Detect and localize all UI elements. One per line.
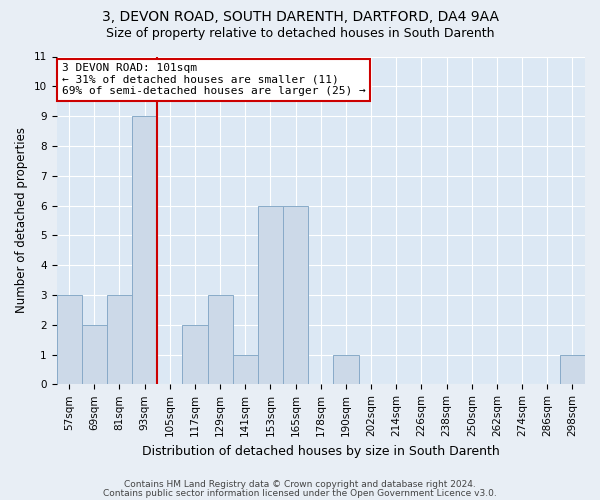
- Text: Contains HM Land Registry data © Crown copyright and database right 2024.: Contains HM Land Registry data © Crown c…: [124, 480, 476, 489]
- Bar: [132, 116, 157, 384]
- Bar: [560, 354, 585, 384]
- Bar: [208, 295, 233, 384]
- Bar: [334, 354, 359, 384]
- Bar: [56, 295, 82, 384]
- Bar: [82, 324, 107, 384]
- Text: 3, DEVON ROAD, SOUTH DARENTH, DARTFORD, DA4 9AA: 3, DEVON ROAD, SOUTH DARENTH, DARTFORD, …: [101, 10, 499, 24]
- Bar: [107, 295, 132, 384]
- Bar: [283, 206, 308, 384]
- Y-axis label: Number of detached properties: Number of detached properties: [15, 128, 28, 314]
- Text: 3 DEVON ROAD: 101sqm
← 31% of detached houses are smaller (11)
69% of semi-detac: 3 DEVON ROAD: 101sqm ← 31% of detached h…: [62, 63, 365, 96]
- Bar: [233, 354, 258, 384]
- Text: Size of property relative to detached houses in South Darenth: Size of property relative to detached ho…: [106, 28, 494, 40]
- Text: Contains public sector information licensed under the Open Government Licence v3: Contains public sector information licen…: [103, 489, 497, 498]
- Bar: [258, 206, 283, 384]
- Bar: [182, 324, 208, 384]
- X-axis label: Distribution of detached houses by size in South Darenth: Distribution of detached houses by size …: [142, 444, 500, 458]
